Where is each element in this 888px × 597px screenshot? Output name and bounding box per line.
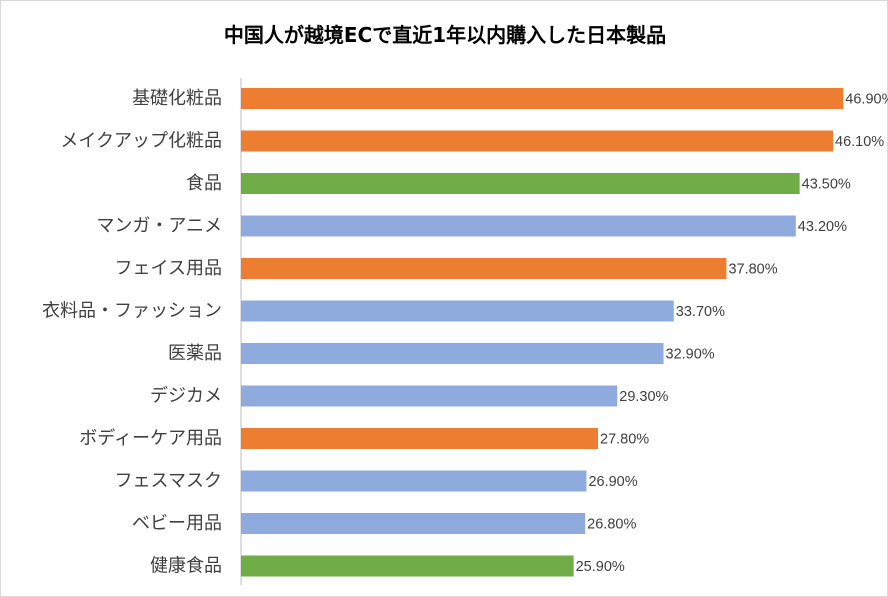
data-label: 29.30% (619, 389, 668, 405)
bar (241, 513, 586, 534)
category-label: 医薬品 (168, 343, 222, 364)
category-label: ベビー用品 (132, 513, 222, 534)
bar (241, 215, 796, 237)
chart-title: 中国人が越境ECで直近1年以内購入した日本製品 (223, 23, 667, 47)
category-label: 衣料品・ファッション (42, 301, 222, 322)
bar (241, 130, 834, 152)
bar (241, 258, 727, 279)
data-label: 25.90% (576, 559, 625, 575)
data-label: 26.80% (587, 517, 636, 533)
bar (241, 428, 599, 449)
data-label: 27.80% (600, 432, 649, 448)
data-label: 33.70% (676, 304, 725, 320)
category-label: フェイス用品 (115, 258, 222, 279)
category-label: 食品 (186, 173, 222, 194)
bar (241, 343, 664, 364)
data-label: 37.80% (728, 262, 777, 278)
data-label: 43.50% (802, 177, 851, 193)
category-label: ボディーケア用品 (79, 428, 222, 449)
data-label: 46.10% (835, 134, 884, 150)
bar (241, 385, 618, 407)
category-label: マンガ・アニメ (96, 216, 222, 237)
data-label: 43.20% (798, 219, 847, 235)
category-label: 健康食品 (150, 556, 222, 577)
category-label: デジカメ (150, 386, 222, 407)
bar (241, 470, 587, 492)
category-label: メイクアップ化粧品 (60, 131, 222, 152)
data-label: 46.90% (845, 92, 888, 108)
category-label: フェスマスク (115, 471, 222, 492)
data-label: 32.90% (666, 347, 715, 363)
bar (241, 555, 574, 577)
bar (241, 88, 844, 109)
bar (241, 173, 800, 194)
data-label: 26.90% (588, 474, 637, 490)
bar (241, 300, 674, 322)
category-label: 基礎化粧品 (132, 88, 222, 109)
